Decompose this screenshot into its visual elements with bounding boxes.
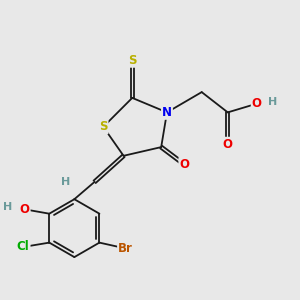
Text: H: H bbox=[61, 177, 70, 187]
Text: N: N bbox=[162, 106, 172, 119]
Text: O: O bbox=[179, 158, 189, 171]
Text: Cl: Cl bbox=[17, 241, 30, 254]
Text: S: S bbox=[128, 54, 136, 67]
Text: H: H bbox=[268, 97, 277, 107]
Text: O: O bbox=[20, 203, 30, 216]
Text: Br: Br bbox=[118, 242, 133, 255]
Text: O: O bbox=[252, 97, 262, 110]
Text: O: O bbox=[223, 138, 233, 151]
Text: H: H bbox=[3, 202, 12, 212]
Text: S: S bbox=[99, 120, 107, 133]
